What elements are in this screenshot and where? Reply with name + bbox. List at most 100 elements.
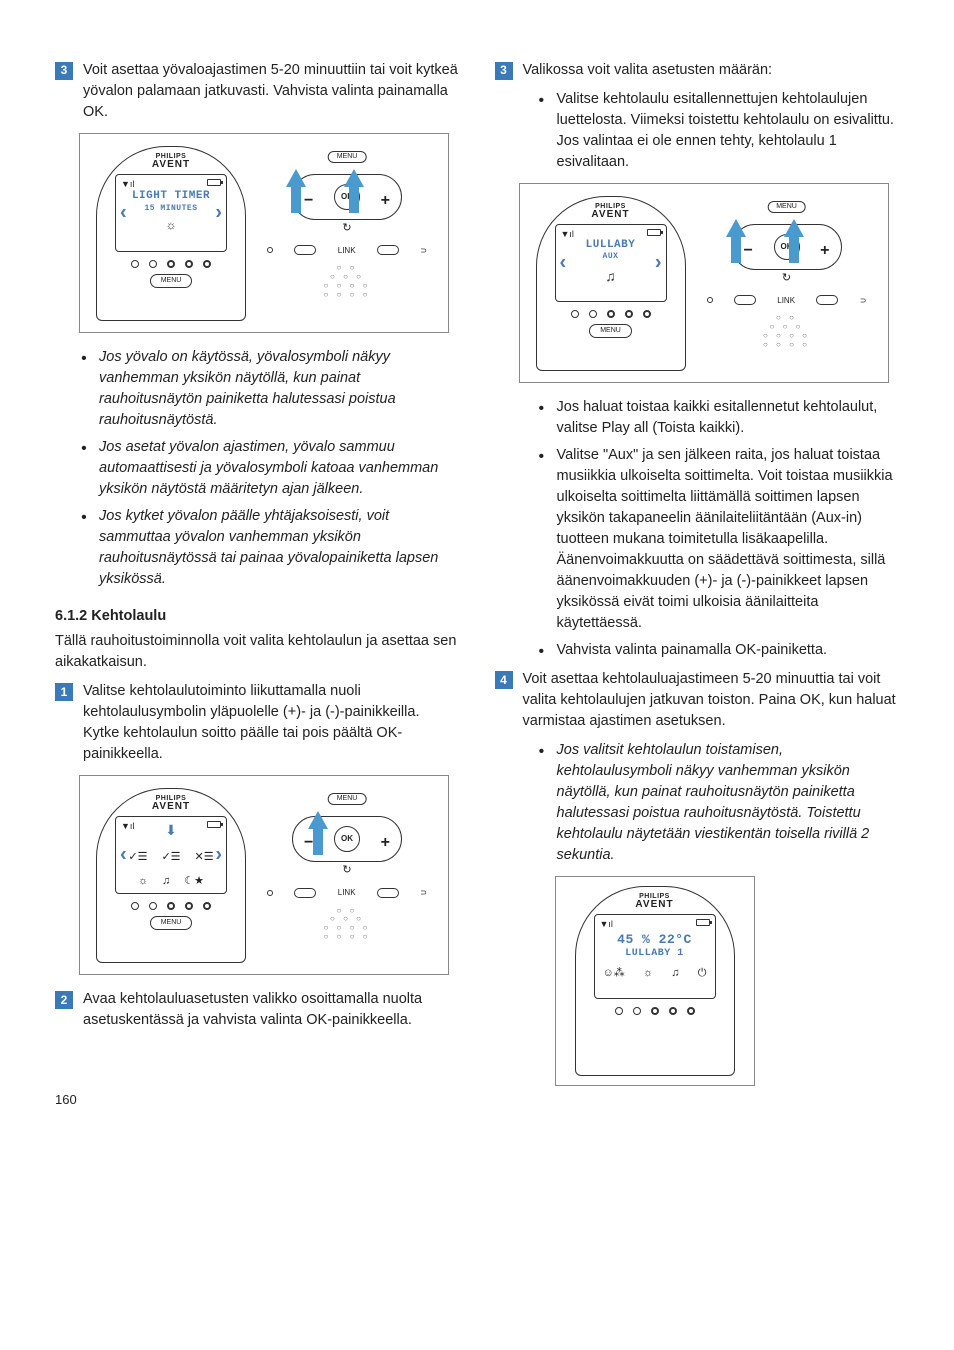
repeat-icon: ↻: [782, 271, 791, 287]
figure-lullaby-select: PHILIPS AVENT ▼ıl ‹ › ⬇ ✓☰ ✓☰ ✕☰ ☼: [79, 775, 449, 975]
battery-icon: [207, 821, 221, 828]
step-1: 1 Valitse kehtolaulutoiminto liikuttamal…: [55, 681, 460, 765]
dpad-menu-label: MENU: [767, 201, 806, 213]
figure-lullaby-aux: PHILIPS AVENT ▼ıl ‹ › LULLABY AUX ♫: [519, 183, 889, 383]
list-item: Jos asetat yövalon ajastimen, yövalo sam…: [81, 437, 460, 500]
step-text: Valikossa voit valita asetusten määrän:: [523, 60, 900, 81]
brand-bottom: AVENT: [591, 209, 629, 220]
repeat-icon: ↻: [342, 863, 351, 879]
parent-unit-device: PHILIPS AVENT ▼ıl ‹ › ⬇ ✓☰ ✓☰ ✕☰ ☼: [96, 788, 246, 963]
led-row: [131, 260, 211, 268]
led-row: [615, 1007, 695, 1015]
arrow-icon: [784, 219, 804, 237]
battery-icon: [207, 179, 221, 186]
led-row: [131, 902, 211, 910]
lcd-line1: LULLABY: [586, 239, 636, 251]
bullet-list-1: Jos yövalo on käytössä, yövalosymboli nä…: [55, 347, 460, 590]
speaker-dots: ○ ○○ ○ ○○ ○ ○ ○○ ○ ○ ○: [307, 907, 387, 942]
lcd-screen: ▼ıl ‹ › LULLABY AUX ♫: [555, 224, 667, 302]
note-icon: ♫: [671, 966, 679, 982]
step-text: Valitse kehtolaulutoiminto liikuttamalla…: [83, 681, 460, 765]
chevron-right-icon: ›: [655, 248, 662, 277]
face-icon: ☺⁂: [603, 966, 625, 982]
repeat-icon: ↻: [342, 221, 351, 237]
signal-icon: ▼ıl: [121, 178, 134, 191]
menu-button: MENU: [150, 916, 193, 930]
power-icon: ⏻: [698, 966, 707, 982]
arrow-icon: [726, 219, 746, 237]
link-row: LINK ⊃: [267, 887, 427, 899]
minus-button: −: [304, 831, 313, 854]
arrow-icon: [344, 169, 364, 187]
step-number-badge: 3: [495, 62, 513, 80]
step-text: Avaa kehtolauluasetusten valikko osoitta…: [83, 989, 460, 1031]
brand-label: PHILIPS AVENT: [152, 795, 190, 812]
lcd-line2: AUX: [586, 252, 636, 262]
step-4: 4 Voit asettaa kehtolauluajastimeen 5-20…: [495, 669, 900, 732]
note-icon: ♫: [605, 266, 616, 286]
list-item: Jos kytket yövalon päälle yhtäjaksoisest…: [81, 506, 460, 590]
lcd-line1: LIGHT TIMER: [132, 190, 210, 202]
lcd-text: 45 % 22°C LULLABY 1: [617, 932, 692, 960]
arrow-icon: [286, 169, 306, 187]
left-column: 3 Voit asettaa yövaloajastimen 5-20 minu…: [55, 60, 460, 1110]
lcd-status-icons: ☺⁂ ☼ ♫ ⏻: [595, 966, 715, 982]
lcd-icon-row2: ☼ ♫ ☾★: [138, 874, 204, 890]
chevron-left-icon: ‹: [120, 198, 127, 227]
menu-button: MENU: [589, 324, 632, 338]
minus-button: −: [744, 239, 753, 262]
parent-unit-device: PHILIPS AVENT ▼ıl ‹ › LIGHT TIMER 15 MIN…: [96, 146, 246, 321]
step-3-left: 3 Voit asettaa yövaloajastimen 5-20 minu…: [55, 60, 460, 123]
dpad-menu-label: MENU: [328, 151, 367, 163]
sun-icon: ☼: [166, 217, 177, 234]
sun-icon: ☼: [138, 874, 148, 890]
page-number: 160: [55, 1091, 460, 1110]
check-icon: ✓☰: [161, 850, 180, 866]
plus-button: +: [381, 831, 390, 854]
list-item: Jos yövalo on käytössä, yövalosymboli nä…: [81, 347, 460, 431]
list-item: Jos haluat toistaa kaikki esitallennetut…: [539, 397, 900, 439]
dpad-menu-label: MENU: [328, 793, 367, 805]
x-icon: ✕☰: [195, 850, 214, 866]
chevron-left-icon: ‹: [120, 840, 127, 869]
lcd-screen: ▼ıl 45 % 22°C LULLABY 1 ☺⁂ ☼ ♫ ⏻: [594, 914, 716, 999]
plus-button: +: [381, 189, 390, 212]
step-text: Voit asettaa yövaloajastimen 5-20 minuut…: [83, 60, 460, 123]
brand-label: PHILIPS AVENT: [152, 153, 190, 170]
step-3-right: 3 Valikossa voit valita asetusten määrän…: [495, 60, 900, 81]
step-text: Voit asettaa kehtolauluajastimeen 5-20 m…: [523, 669, 900, 732]
controller: MENU OK − + ↻ LINK ⊃ ○ ○○ ○ ○○ ○ ○ ○○ ○ …: [262, 809, 432, 942]
lcd-icon-row: ✓☰ ✓☰ ✕☰: [128, 850, 213, 866]
note-icon: ♫: [162, 874, 170, 890]
lcd-line2: LULLABY 1: [617, 948, 692, 960]
link-label: LINK: [777, 295, 795, 307]
figure-status-display: PHILIPS AVENT ▼ıl 45 % 22°C LULLABY 1 ☺⁂…: [555, 876, 755, 1086]
list-item: Vahvista valinta painamalla OK-painikett…: [539, 640, 900, 661]
section-intro: Tällä rauhoitustoiminnolla voit valita k…: [55, 631, 460, 673]
parent-unit-device: PHILIPS AVENT ▼ıl 45 % 22°C LULLABY 1 ☺⁂…: [575, 886, 735, 1076]
down-arrow-icon: ⬇: [165, 820, 177, 840]
moon-icon: ☾★: [184, 874, 204, 890]
signal-icon: ▼ıl: [600, 918, 613, 931]
speaker-dots: ○ ○○ ○ ○○ ○ ○ ○○ ○ ○ ○: [307, 264, 387, 299]
sub-bullets-4: Jos valitsit kehtolaulun toistamisen, ke…: [495, 740, 900, 866]
lcd-screen: ▼ıl ‹ › ⬇ ✓☰ ✓☰ ✕☰ ☼ ♫ ☾★: [115, 816, 227, 894]
brand-bottom: AVENT: [635, 899, 673, 910]
chevron-left-icon: ‹: [560, 248, 567, 277]
parent-unit-device: PHILIPS AVENT ▼ıl ‹ › LULLABY AUX ♫: [536, 196, 686, 371]
lcd-text: LULLABY AUX: [586, 239, 636, 262]
link-label: LINK: [338, 887, 356, 899]
lcd-text: LIGHT TIMER 15 MINUTES: [132, 190, 210, 213]
speaker-dots: ○ ○○ ○ ○○ ○ ○ ○○ ○ ○ ○: [747, 314, 827, 349]
controller: MENU OK − + ↻ LINK ⊃ ○ ○○ ○ ○○ ○ ○ ○○ ○ …: [702, 217, 872, 350]
list-item: Jos valitsit kehtolaulun toistamisen, ke…: [539, 740, 900, 866]
link-row: LINK ⊃: [707, 295, 867, 307]
controller: MENU OK − + ↻ LINK ⊃ ○ ○○ ○ ○○ ○ ○ ○○ ○ …: [262, 167, 432, 300]
step-number-badge: 2: [55, 991, 73, 1009]
step-number-badge: 4: [495, 671, 513, 689]
plus-button: +: [820, 239, 829, 262]
brand-bottom: AVENT: [152, 801, 190, 812]
step-number-badge: 3: [55, 62, 73, 80]
lcd-line1: 45 % 22°C: [617, 932, 692, 947]
lcd-screen: ▼ıl ‹ › LIGHT TIMER 15 MINUTES ☼: [115, 174, 227, 252]
